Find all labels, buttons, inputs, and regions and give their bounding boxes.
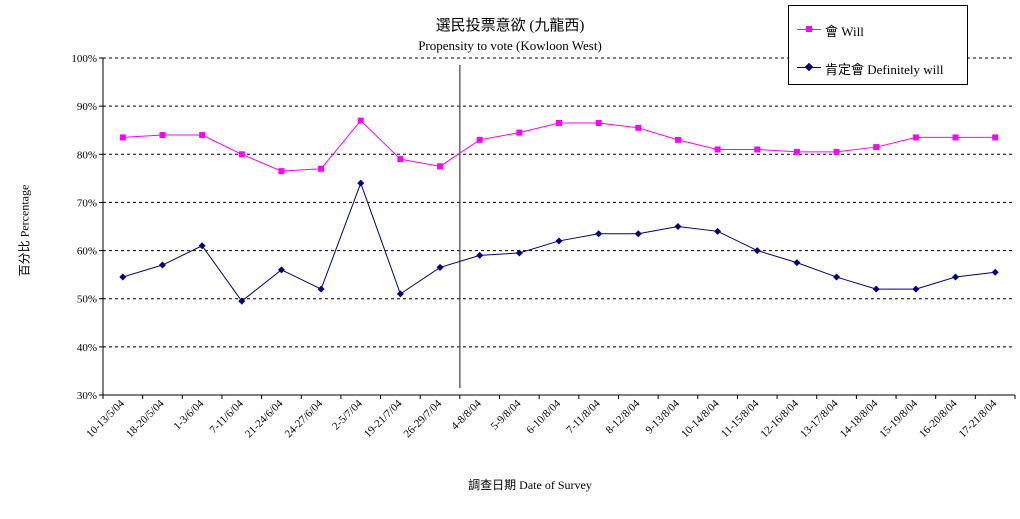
data-point <box>317 285 325 293</box>
data-point <box>555 237 563 245</box>
y-tick-label: 60% <box>77 246 97 258</box>
y-tick-label: 40% <box>77 342 97 354</box>
data-point <box>277 266 285 274</box>
data-point <box>753 247 761 255</box>
x-tick-label: 16-20/8/04 <box>917 397 960 440</box>
data-point <box>357 179 365 187</box>
chart-subtitle: Propensity to vote (Kowloon West) <box>418 38 602 53</box>
x-tick-label: 13-17/8/04 <box>798 397 841 440</box>
y-axis-label: 百分比 Percentage <box>17 184 32 277</box>
tick-labels: 30% 40% 50% 60% 70% 80% 90% 100% 10-13/5/0418-20… <box>71 53 999 440</box>
data-point <box>872 285 880 293</box>
legend-item-will: 會 Will <box>789 21 967 39</box>
data-point <box>556 119 562 126</box>
legend-marker-definitely-will <box>804 62 814 72</box>
x-tick-label: 4-8/8/04 <box>449 397 484 432</box>
series-line <box>122 119 996 172</box>
x-tick-label: 5-9/8/04 <box>489 397 524 432</box>
data-point <box>119 273 127 281</box>
data-point <box>992 134 999 141</box>
legend-marker-will <box>806 26 812 32</box>
data-point <box>476 136 483 143</box>
x-tick-label: 6-10/8/04 <box>524 397 563 436</box>
data-point <box>674 136 681 143</box>
x-tick-label: 2-5/7/04 <box>330 397 365 432</box>
data-point <box>833 273 841 281</box>
x-tick-label: 7-11/6/04 <box>207 397 246 436</box>
data-point <box>674 223 682 230</box>
x-tick-label: 10-13/5/04 <box>84 397 127 440</box>
x-tick-label: 10-14/8/04 <box>679 397 722 440</box>
data-point <box>595 119 602 126</box>
y-tick-label: 90% <box>77 101 97 113</box>
data-point <box>238 297 246 305</box>
legend-label-definitely-will: 肯定會 Definitely will <box>825 62 944 77</box>
y-tick-label: 30% <box>77 390 97 402</box>
data-point <box>833 148 840 155</box>
x-tick-label: 15-19/8/04 <box>877 397 920 440</box>
data-point <box>912 285 920 293</box>
x-axis-label: 調查日期 Date of Survey <box>468 478 592 492</box>
gridlines <box>103 57 1015 348</box>
data-point <box>476 251 484 259</box>
axes <box>99 57 1016 399</box>
data-point <box>793 259 801 267</box>
x-tick-label: 8-12/8/04 <box>604 397 643 436</box>
data-point <box>635 124 642 131</box>
data-point <box>199 132 206 139</box>
data-point <box>912 134 919 141</box>
data-point <box>158 261 166 269</box>
data-point <box>991 268 999 276</box>
x-tick-label: 17-21/8/04 <box>957 397 1000 440</box>
y-tick-label: 100% <box>71 53 97 65</box>
data-point <box>873 144 880 151</box>
data-point <box>516 129 523 136</box>
data-point <box>437 163 444 170</box>
x-tick-label: 26-29/7/04 <box>402 397 445 440</box>
data-point <box>318 165 325 172</box>
data-point <box>238 151 245 158</box>
series-layer <box>119 117 999 305</box>
data-point <box>634 230 642 238</box>
x-tick-label: 7-11/8/04 <box>564 397 603 436</box>
y-tick-label: 50% <box>77 294 97 306</box>
y-tick-label: 70% <box>77 197 97 209</box>
data-point <box>714 146 721 153</box>
data-point <box>436 263 444 271</box>
data-point <box>754 146 761 153</box>
x-tick-label: 1-3/6/04 <box>171 397 206 432</box>
data-point <box>278 168 285 175</box>
legend-item-definitely-will: 肯定會 Definitely will <box>789 59 967 77</box>
x-tick-label: 24-27/6/04 <box>283 397 326 440</box>
x-tick-label: 12-16/8/04 <box>758 397 801 440</box>
data-point <box>793 148 800 155</box>
legend-label-will: 會 Will <box>825 24 864 39</box>
data-point <box>397 156 404 163</box>
y-tick-label: 80% <box>77 149 97 161</box>
data-point <box>714 227 722 235</box>
x-tick-label: 18-20/5/04 <box>124 397 167 440</box>
data-point <box>515 249 523 257</box>
x-tick-label: 11-15/8/04 <box>719 397 762 440</box>
x-tick-label: 14-18/8/04 <box>838 397 881 440</box>
x-tick-label: 19-21/7/04 <box>362 397 405 440</box>
data-point <box>159 132 166 139</box>
x-tick-label: 9-13/8/04 <box>643 397 682 436</box>
data-point <box>952 273 960 281</box>
data-point <box>595 230 603 238</box>
data-point <box>119 134 126 141</box>
data-point <box>952 134 959 141</box>
data-point <box>396 290 404 298</box>
x-tick-label: 21-24/6/04 <box>243 397 286 440</box>
data-point <box>198 242 206 250</box>
legend: 會 Will 肯定會 Definitely will <box>788 5 968 85</box>
data-point <box>357 117 364 124</box>
chart-title: 選民投票意欲 (九龍西) <box>435 18 585 34</box>
